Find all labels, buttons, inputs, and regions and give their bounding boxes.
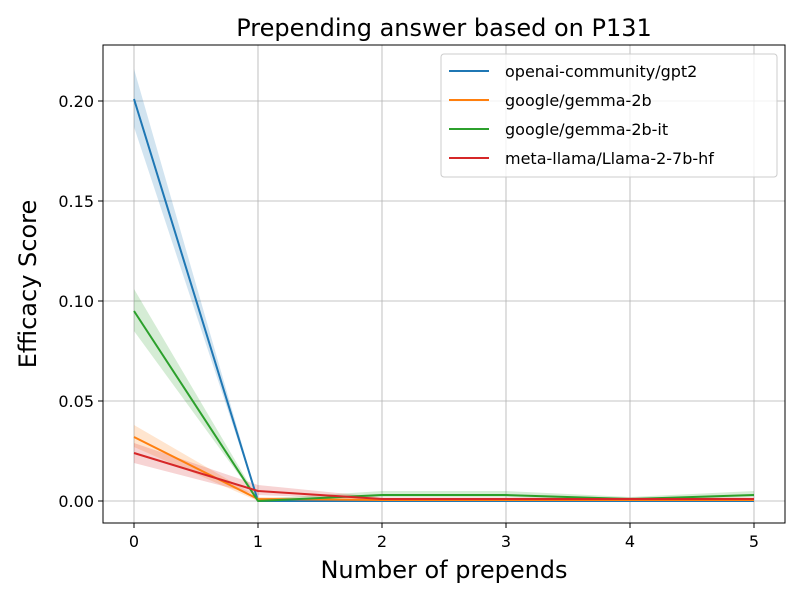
y-tick-label: 0.20: [58, 92, 94, 111]
legend-box: [440, 53, 778, 178]
y-tick-label: 0.15: [58, 192, 94, 211]
x-tick-label: 1: [253, 532, 263, 551]
x-tick-label: 2: [377, 532, 387, 551]
plot-area-frame: [102, 44, 786, 524]
y-axis-ticks: 0.00 0.05 0.10 0.15 0.20: [58, 92, 103, 511]
y-tick-label: 0.05: [58, 392, 94, 411]
x-tick-label: 0: [129, 532, 139, 551]
legend-label: meta-llama/Llama-2-7b-hf: [505, 149, 714, 168]
y-tick-label: 0.00: [58, 492, 94, 511]
x-axis-label: Number of prepends: [320, 556, 567, 584]
series-line: [133, 452, 754, 500]
y-tick-label: 0.10: [58, 292, 94, 311]
x-tick-label: 3: [501, 532, 511, 551]
legend-label: openai-community/gpt2: [505, 62, 697, 81]
series-lines: [133, 98, 755, 502]
x-tick-label: 4: [625, 532, 635, 551]
legend-label: google/gemma-2b-it: [505, 120, 668, 139]
x-tick-label: 5: [749, 532, 759, 551]
confidence-band: [134, 425, 754, 501]
x-axis-ticks: 0 1 2 3 4 5: [129, 523, 759, 551]
series-line: [133, 436, 754, 501]
chart-title: Prepending answer based on P131: [236, 14, 652, 42]
legend-label: google/gemma-2b: [505, 91, 652, 110]
y-axis-label: Efficacy Score: [14, 200, 42, 369]
legend: openai-community/gpt2 google/gemma-2b goog…: [440, 53, 778, 178]
